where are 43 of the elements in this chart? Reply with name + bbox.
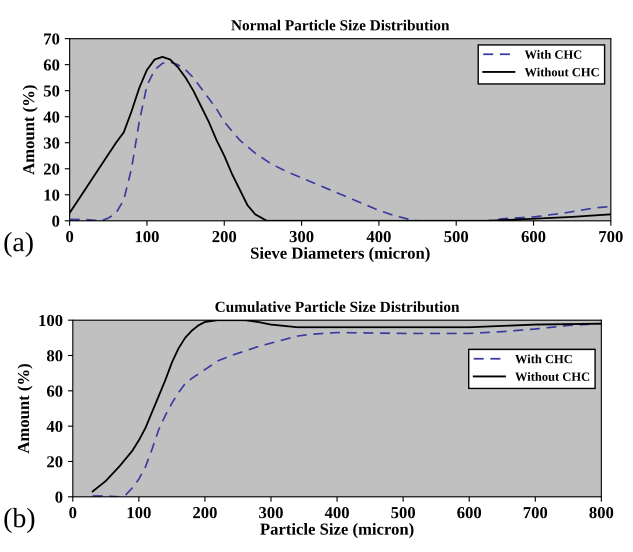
y-tick-label: 20 (47, 456, 62, 468)
y-tick-label: 60 (44, 59, 60, 71)
x-axis-title: Sieve Diameters (micron) (251, 247, 430, 262)
x-tick-label: 100 (136, 231, 159, 242)
y-tick-label: 70 (44, 33, 60, 45)
x-tick-label: 200 (212, 231, 236, 242)
legend-label: With CHC (524, 50, 582, 59)
y-tick-label: 40 (43, 111, 60, 123)
x-tick-label: 300 (290, 231, 314, 242)
x-tick-label: 0 (69, 507, 76, 518)
x-tick-label: 400 (324, 507, 349, 518)
chart-title: Normal Particle Size Distribution (231, 20, 450, 30)
y-tick-label: 10 (44, 189, 60, 201)
y-tick-label: 50 (44, 85, 60, 97)
x-tick-label: 500 (444, 231, 468, 242)
y-axis-title: Amount (%) (17, 364, 33, 454)
x-tick-label: 500 (391, 507, 416, 518)
x-tick-label: 700 (524, 507, 548, 518)
x-tick-label: 100 (128, 507, 151, 518)
y-axis-title: Amount (%) (22, 85, 38, 175)
legend-label: Without CHC (524, 68, 599, 76)
x-tick-label: 400 (366, 231, 391, 242)
legend-label: With CHC (515, 354, 572, 364)
x-tick-label: 600 (522, 231, 546, 242)
chart-title: Cumulative Particle Size Distribution (215, 301, 460, 312)
y-tick-label: 0 (52, 216, 60, 227)
x-tick-label: 700 (599, 231, 623, 242)
y-tick-label: 100 (39, 314, 62, 326)
y-tick-label: 40 (46, 420, 62, 432)
x-tick-label: 600 (457, 507, 482, 518)
x-tick-label: 800 (589, 507, 614, 518)
y-tick-label: 30 (44, 137, 60, 149)
x-tick-label: 0 (66, 231, 74, 242)
y-tick-label: 80 (46, 350, 62, 362)
legend-label: Without CHC (515, 372, 590, 381)
x-tick-label: 200 (193, 507, 217, 518)
x-axis-title: Particle Size (micron) (260, 523, 414, 538)
x-tick-label: 300 (259, 507, 283, 518)
text: (b) (4, 508, 34, 534)
y-tick-label: 60 (46, 386, 62, 397)
y-tick-label: 20 (44, 163, 60, 175)
text: (a) (4, 232, 33, 258)
y-tick-label: 0 (55, 492, 62, 503)
